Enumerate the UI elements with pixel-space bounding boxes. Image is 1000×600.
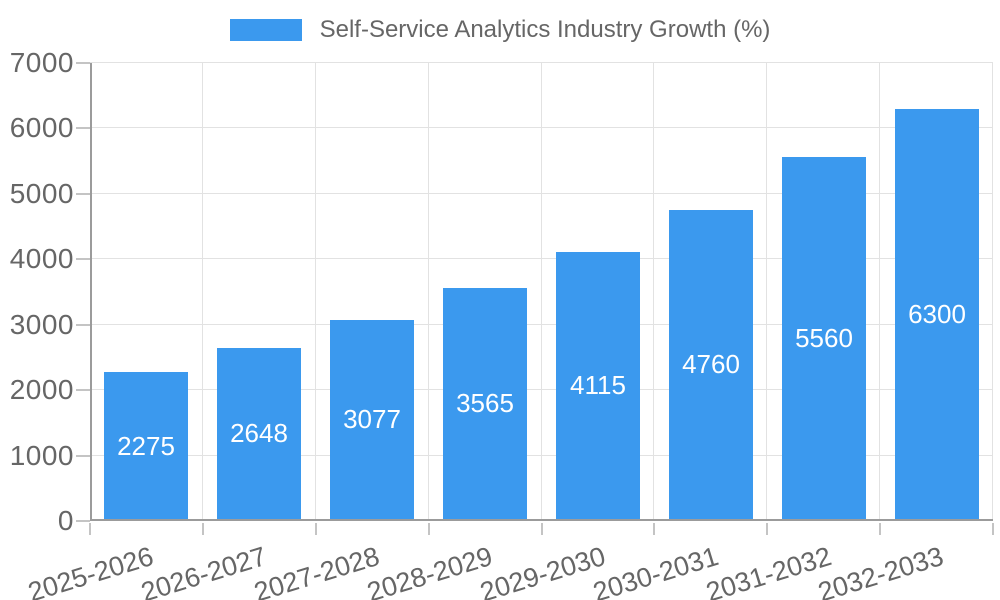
bar[interactable] (669, 209, 753, 519)
bar-value-label: 3565 (456, 388, 514, 418)
bar-value-label: 2648 (230, 418, 288, 448)
y-axis-tick (76, 323, 90, 326)
x-gridline (879, 63, 880, 521)
x-gridline (766, 63, 767, 521)
y-axis-tick (76, 520, 90, 522)
x-axis-tick (879, 523, 881, 535)
x-axis-tick (653, 523, 655, 535)
y-axis-label: 7000 (9, 47, 74, 78)
x-axis-label: 2028-2029 (363, 541, 496, 600)
bar[interactable] (556, 251, 640, 519)
x-axis-tick (89, 523, 91, 535)
y-axis-label: 1000 (9, 439, 74, 471)
y-axis-label: 4000 (9, 243, 74, 275)
x-axis-tick (766, 523, 768, 535)
y-axis-label: 5000 (9, 177, 74, 209)
x-gridline (653, 63, 654, 521)
x-axis-line (90, 519, 993, 521)
bar-value-label: 3077 (343, 404, 401, 434)
x-axis-tick (428, 523, 430, 535)
x-gridline (992, 63, 993, 521)
x-gridline (541, 63, 542, 521)
x-axis-tick (992, 523, 994, 535)
y-axis-label: 3000 (9, 308, 74, 340)
legend-label: Self-Service Analytics Industry Growth (… (319, 16, 771, 43)
bar-value-label: 6300 (908, 299, 966, 329)
bar[interactable] (782, 157, 866, 519)
y-axis-label: 0 (57, 505, 74, 536)
y-axis-line (90, 63, 92, 521)
bar[interactable] (217, 347, 301, 519)
x-gridline (315, 63, 316, 521)
bar-value-label: 4760 (682, 349, 740, 379)
bar[interactable] (104, 372, 188, 519)
x-axis-label: 2027-2028 (250, 541, 383, 600)
y-axis-tick (76, 258, 90, 261)
bar[interactable] (443, 287, 527, 519)
bar-value-label: 5560 (795, 323, 853, 353)
y-gridline (90, 62, 993, 63)
y-axis-tick (76, 454, 90, 457)
x-gridline (202, 63, 203, 521)
x-gridline (428, 63, 429, 521)
plot-area: 2275 2648 3077 3565 4115 4760 5560 6300 (90, 62, 993, 521)
y-axis-label: 2000 (9, 374, 74, 406)
legend-swatch-icon (229, 19, 302, 41)
x-axis-tick (541, 523, 543, 535)
y-axis-tick (76, 62, 90, 64)
bar[interactable] (330, 319, 414, 519)
y-axis-tick (76, 127, 90, 130)
bar-value-label: 4115 (570, 370, 626, 400)
y-axis-label: 6000 (9, 112, 74, 144)
x-axis-tick (315, 523, 317, 535)
bar-value-label: 2275 (117, 431, 175, 461)
y-axis-tick (76, 389, 90, 392)
x-axis-label: 2025-2026 (24, 541, 158, 600)
y-axis-tick (76, 192, 90, 195)
x-axis-label: 2026-2027 (137, 541, 271, 600)
x-axis-tick (202, 523, 204, 535)
chart-legend[interactable]: Self-Service Analytics Industry Growth (… (0, 14, 1000, 46)
bar[interactable] (895, 108, 979, 519)
